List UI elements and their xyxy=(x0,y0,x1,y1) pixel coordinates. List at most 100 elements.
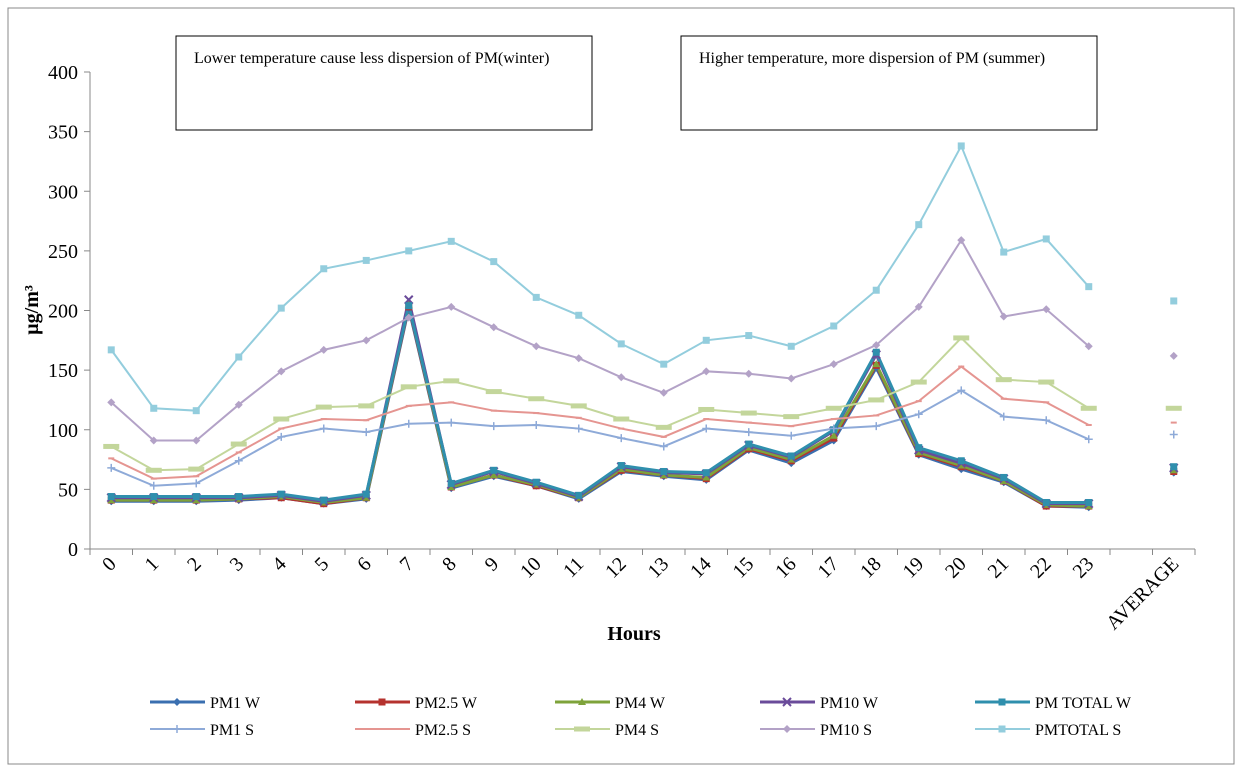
marker xyxy=(914,410,923,419)
legend-label: PM2.5 W xyxy=(415,695,478,712)
annotation-box xyxy=(175,35,593,131)
marker xyxy=(273,416,290,422)
marker xyxy=(1170,421,1177,424)
marker xyxy=(1170,297,1178,305)
marker xyxy=(574,354,583,363)
marker xyxy=(362,428,371,437)
marker xyxy=(1042,498,1050,506)
marker xyxy=(532,342,541,351)
marker xyxy=(362,490,370,498)
y-tick-label: 300 xyxy=(48,181,78,203)
marker xyxy=(914,302,923,311)
marker xyxy=(872,348,880,356)
marker xyxy=(320,496,328,504)
marker xyxy=(379,728,385,730)
marker xyxy=(660,435,667,438)
marker xyxy=(405,247,413,255)
marker xyxy=(192,436,201,445)
marker xyxy=(489,422,498,431)
marker xyxy=(702,424,711,433)
legend-label: PMTOTAL S xyxy=(1035,722,1121,739)
marker xyxy=(319,424,328,433)
marker xyxy=(953,335,970,341)
y-tick-label: 50 xyxy=(58,479,78,501)
marker xyxy=(447,418,456,427)
marker xyxy=(618,427,625,430)
marker xyxy=(744,369,753,378)
marker xyxy=(910,379,927,385)
y-tick-label: 350 xyxy=(48,122,78,144)
marker xyxy=(868,397,885,403)
marker xyxy=(1042,305,1051,314)
marker xyxy=(957,142,965,150)
marker xyxy=(107,398,116,407)
marker xyxy=(957,386,966,395)
marker xyxy=(787,452,795,460)
marker xyxy=(655,424,672,430)
marker xyxy=(617,462,625,470)
marker xyxy=(872,360,881,368)
marker xyxy=(404,313,413,322)
y-tick-label: 100 xyxy=(48,420,78,442)
marker xyxy=(873,414,880,417)
marker xyxy=(957,236,966,245)
marker xyxy=(447,237,455,245)
marker xyxy=(745,332,753,340)
marker xyxy=(234,400,243,409)
marker xyxy=(149,436,158,445)
marker xyxy=(698,406,715,412)
marker xyxy=(277,304,285,312)
marker xyxy=(957,461,966,469)
marker xyxy=(957,457,965,465)
marker xyxy=(528,396,545,402)
marker xyxy=(872,422,881,431)
marker xyxy=(188,466,205,472)
marker xyxy=(1085,423,1092,426)
marker xyxy=(490,258,498,266)
marker xyxy=(872,341,881,350)
marker xyxy=(999,412,1008,421)
marker xyxy=(617,340,625,348)
marker xyxy=(702,336,710,344)
marker xyxy=(1000,397,1007,400)
marker xyxy=(319,345,328,354)
legend-label: PM4 S xyxy=(615,722,659,739)
marker xyxy=(659,388,668,397)
marker xyxy=(998,725,1006,733)
marker xyxy=(1085,498,1093,506)
marker xyxy=(829,431,838,439)
marker xyxy=(783,725,791,733)
marker xyxy=(915,221,923,229)
x-axis-title: Hours xyxy=(607,623,661,645)
marker xyxy=(915,444,923,452)
marker xyxy=(193,475,200,478)
marker xyxy=(235,493,243,501)
marker xyxy=(235,451,242,454)
marker xyxy=(1084,435,1093,444)
marker xyxy=(745,440,753,448)
marker xyxy=(613,416,630,422)
marker xyxy=(192,407,200,415)
y-tick-label: 200 xyxy=(48,301,78,323)
marker xyxy=(400,384,417,390)
marker xyxy=(173,725,181,733)
marker xyxy=(702,469,710,477)
marker xyxy=(787,374,796,383)
marker xyxy=(107,346,115,354)
marker xyxy=(1043,401,1050,404)
marker xyxy=(574,726,590,732)
marker xyxy=(532,293,540,301)
marker xyxy=(1038,379,1055,385)
marker xyxy=(782,697,792,707)
marker xyxy=(745,421,752,424)
marker xyxy=(532,478,540,486)
marker xyxy=(490,409,497,412)
legend-label: PM10 W xyxy=(820,695,879,712)
marker xyxy=(1080,405,1097,411)
marker xyxy=(1170,463,1178,471)
marker xyxy=(150,404,158,412)
marker xyxy=(358,403,375,409)
marker xyxy=(234,456,243,465)
marker xyxy=(740,410,757,416)
marker xyxy=(150,493,158,501)
